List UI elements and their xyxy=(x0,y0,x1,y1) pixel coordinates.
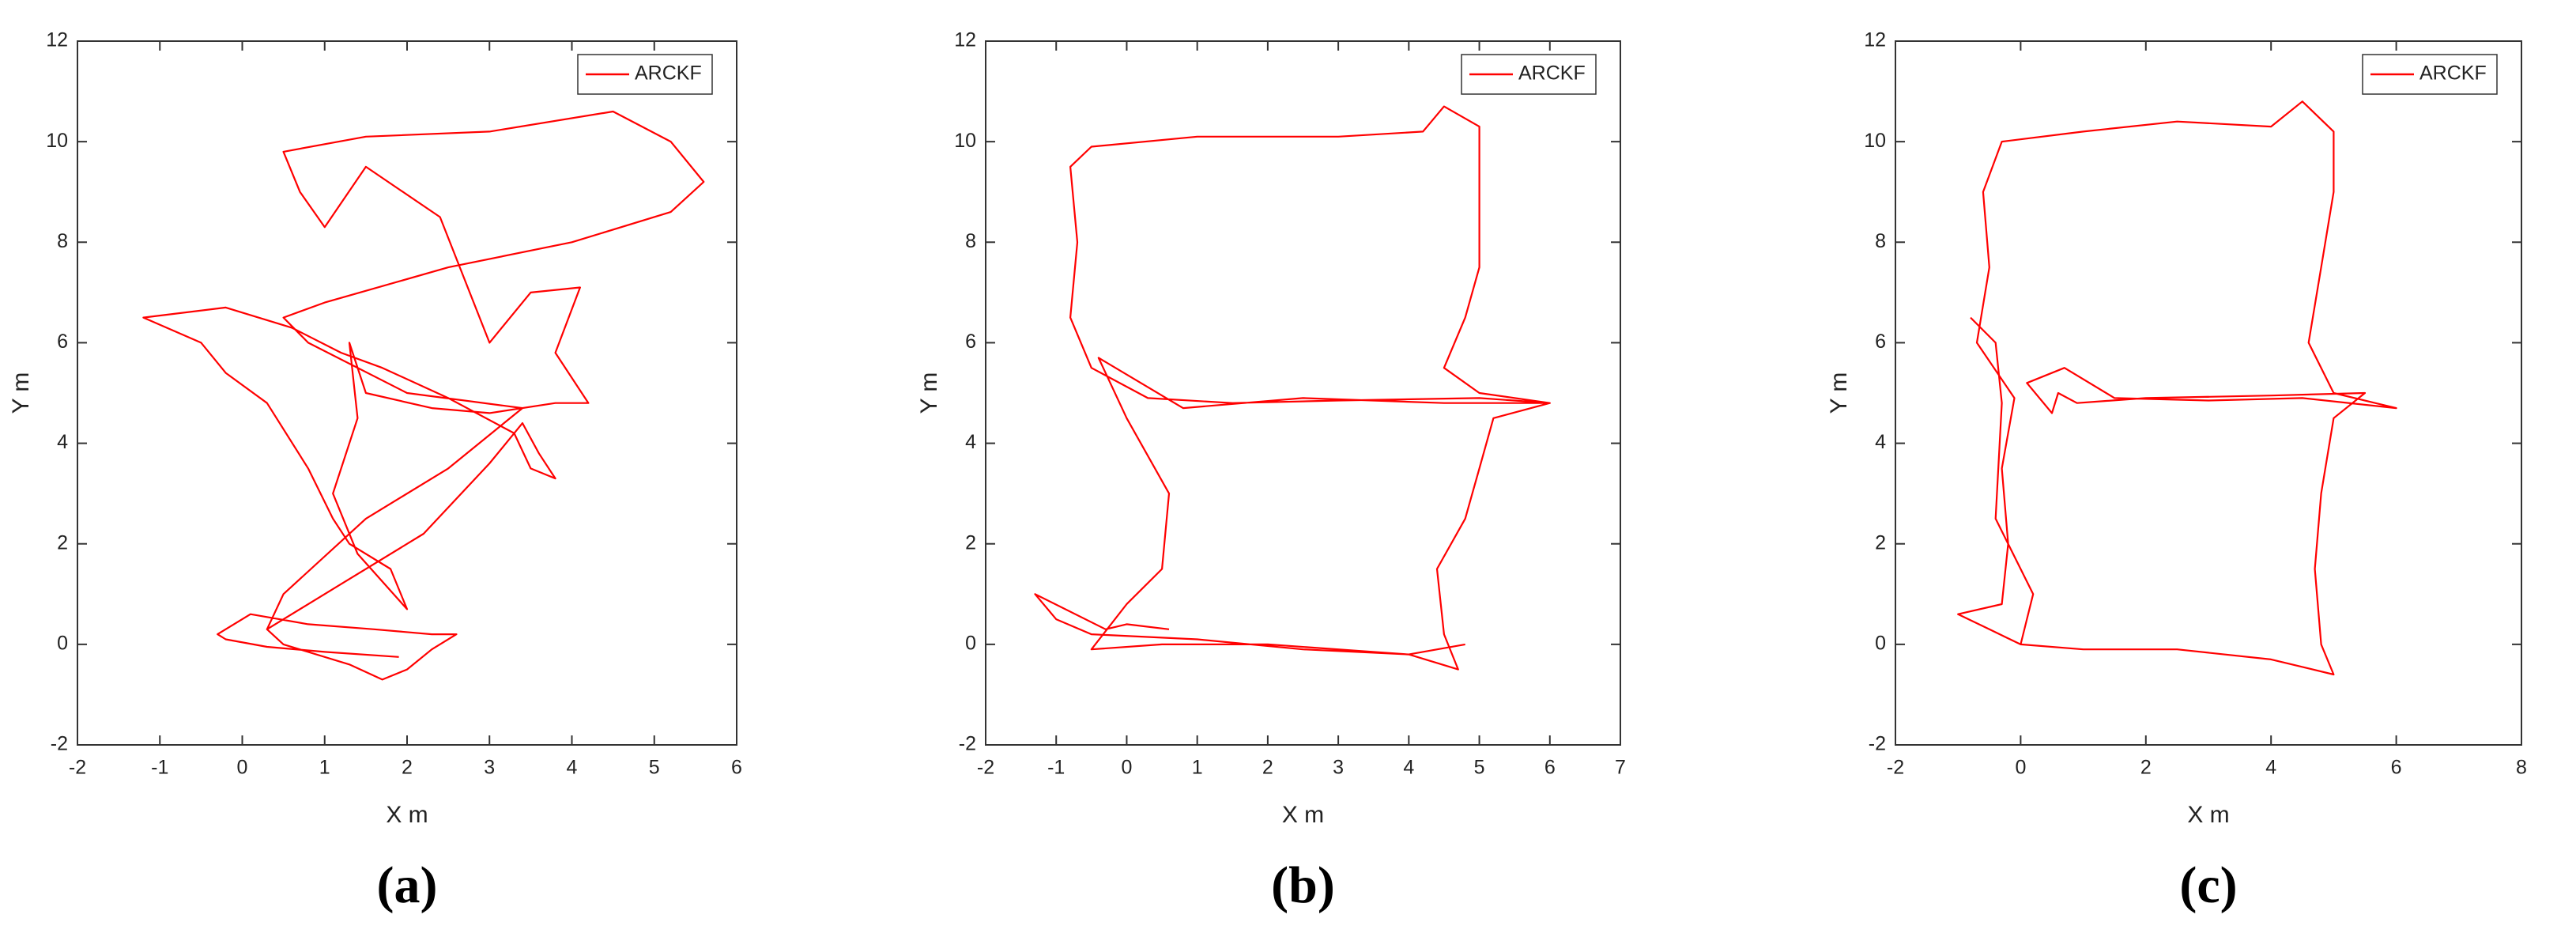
y-tick-label: 12 xyxy=(954,29,976,51)
legend-box xyxy=(2362,54,2498,95)
x-tick-label: 4 xyxy=(2265,757,2276,779)
y-tick-label: 0 xyxy=(1875,632,1886,654)
x-tick-label: 2 xyxy=(1262,757,1273,779)
y-tick-label: -2 xyxy=(51,733,68,755)
x-tick-label: 5 xyxy=(1474,757,1485,779)
y-tick-label: 4 xyxy=(1875,431,1886,453)
x-tick-label: 6 xyxy=(731,757,742,779)
y-tick-label: 0 xyxy=(965,632,976,654)
x-tick-label: 2 xyxy=(402,757,413,779)
x-tick-label: 0 xyxy=(237,757,248,779)
x-tick-label: 0 xyxy=(2015,757,2026,779)
x-tick-label: -1 xyxy=(1047,757,1065,779)
x-tick-label: 3 xyxy=(1333,757,1344,779)
y-axis-label: Y m xyxy=(8,372,34,414)
x-tick-label: -2 xyxy=(977,757,994,779)
y-tick-label: 0 xyxy=(57,632,68,654)
panel-caption: (a) xyxy=(377,856,438,914)
x-tick-label: 1 xyxy=(1192,757,1203,779)
x-tick-label: 7 xyxy=(1615,757,1626,779)
legend-label: ARCKF xyxy=(2419,62,2487,85)
x-tick-label: 4 xyxy=(1403,757,1414,779)
y-tick-label: 6 xyxy=(1875,331,1886,353)
x-tick-label: 2 xyxy=(2140,757,2152,779)
y-tick-label: 12 xyxy=(46,29,68,51)
trajectory-line xyxy=(1034,105,1551,671)
panel-caption: (b) xyxy=(1271,856,1335,914)
x-tick-label: 1 xyxy=(319,757,330,779)
panel-caption: (c) xyxy=(2179,856,2237,914)
x-tick-label: 5 xyxy=(649,757,660,779)
trajectory-line xyxy=(142,110,705,681)
y-tick-label: 10 xyxy=(954,130,976,152)
x-tick-label: 0 xyxy=(1121,757,1132,779)
y-tick-label: 2 xyxy=(1875,531,1886,554)
plot-frame xyxy=(985,40,1621,746)
x-tick-label: -2 xyxy=(69,757,86,779)
y-tick-label: 6 xyxy=(57,331,68,353)
y-tick-label: 8 xyxy=(1875,230,1886,252)
x-tick-label: 6 xyxy=(1544,757,1556,779)
y-tick-label: 4 xyxy=(965,431,976,453)
x-axis-label: X m xyxy=(1282,802,1324,828)
x-tick-label: -1 xyxy=(151,757,168,779)
y-tick-label: 4 xyxy=(57,431,68,453)
y-tick-label: -2 xyxy=(1869,733,1886,755)
x-tick-label: 6 xyxy=(2391,757,2402,779)
y-tick-label: 2 xyxy=(965,531,976,554)
x-tick-label: 4 xyxy=(567,757,578,779)
y-tick-label: 12 xyxy=(1864,29,1886,51)
y-tick-label: 10 xyxy=(1864,130,1886,152)
x-axis-label: X m xyxy=(386,802,428,828)
legend-label: ARCKF xyxy=(1518,62,1586,85)
legend-label: ARCKF xyxy=(635,62,702,85)
x-tick-label: -2 xyxy=(1887,757,1904,779)
y-tick-label: 10 xyxy=(46,130,68,152)
x-tick-label: 3 xyxy=(484,757,495,779)
y-axis-label: Y m xyxy=(1826,372,1852,414)
x-axis-label: X m xyxy=(2187,802,2229,828)
y-axis-label: Y m xyxy=(916,372,942,414)
y-tick-label: 2 xyxy=(57,531,68,554)
y-tick-label: 8 xyxy=(57,230,68,252)
y-tick-label: 8 xyxy=(965,230,976,252)
x-tick-label: 8 xyxy=(2516,757,2527,779)
y-tick-label: 6 xyxy=(965,331,976,353)
y-tick-label: -2 xyxy=(959,733,976,755)
plot-frame xyxy=(1895,40,2522,746)
trajectory-line xyxy=(1957,100,2397,676)
